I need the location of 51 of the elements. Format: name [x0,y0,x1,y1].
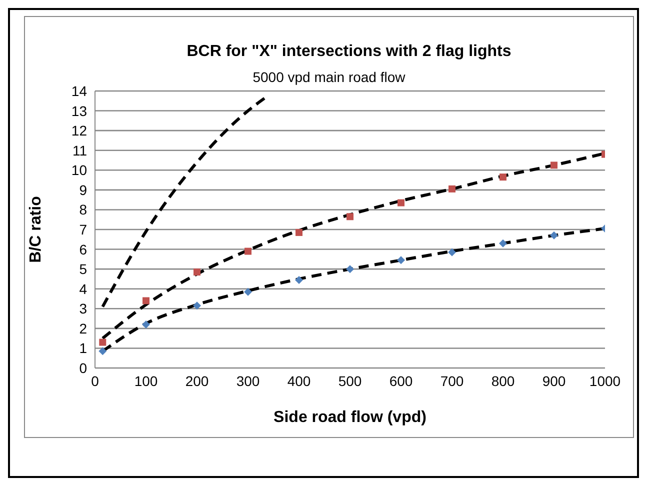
point [448,185,456,192]
x-tick-label: 0 [91,372,100,389]
point [346,265,354,274]
point [193,302,201,310]
y-tick-label: 7 [79,221,88,238]
x-tick-label: 500 [338,372,362,389]
point [448,248,456,256]
x-tick-label: 700 [440,372,464,389]
y-tick-label: 12 [71,122,88,139]
x-tick-label: 100 [134,372,158,389]
y-tick-label: 14 [71,82,88,99]
line-series [101,95,268,308]
y-tick-label: 8 [79,202,88,218]
point [398,199,404,206]
point [142,297,150,304]
point [550,162,558,169]
point [98,347,107,356]
chart-subtitle: 5000 vpd main road flow [252,69,406,85]
point [244,288,252,296]
x-tick-label: 400 [287,372,311,389]
point [550,231,558,240]
y-tick-label: 0 [79,360,88,376]
x-tick-label: 1000 [589,372,621,389]
point [295,276,303,284]
y-tick-label: 9 [79,182,88,198]
point [499,239,507,248]
point [194,268,200,276]
point [142,320,150,328]
y-tick-label: 2 [79,320,88,336]
y-tick-label: 4 [79,280,88,297]
point [397,256,405,264]
point [99,338,106,346]
x-tick-label: 800 [491,372,515,389]
y-axis-title: B/C ratio [28,196,45,263]
y-tick-label: 11 [72,142,88,158]
y-tick-label: 6 [79,241,88,258]
y-tick-label: 1 [79,340,88,356]
x-tick-label: 600 [389,372,413,389]
x-tick-label: 900 [542,372,566,389]
x-axis-title: Side road flow (vpd) [274,409,426,426]
point [296,228,302,236]
y-tick-label: 5 [79,261,88,278]
y-tick-label: 3 [79,300,88,317]
point [346,213,354,220]
x-tick-label: 300 [236,372,260,389]
point [244,248,252,255]
x-tick-label: 200 [185,372,209,389]
y-tick-label: 10 [71,162,88,178]
chart-title: BCR for "X" intersections with 2 flag lights [186,43,512,61]
y-tick-label: 13 [71,102,88,119]
point [500,174,506,181]
